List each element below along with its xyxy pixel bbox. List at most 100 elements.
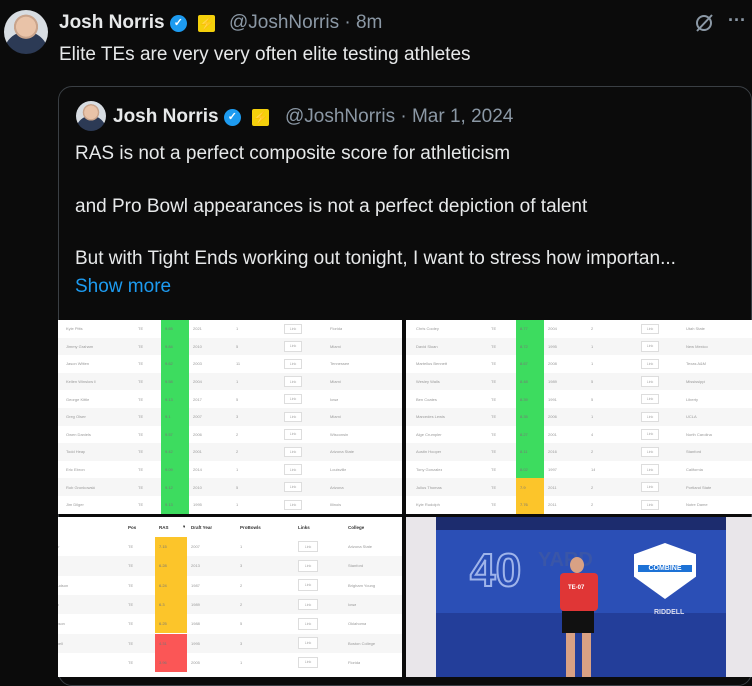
link-button[interactable]: Link (298, 656, 318, 669)
link-button[interactable]: Link (641, 446, 659, 458)
ras-score-bar (155, 556, 187, 576)
draft-year: 2017 (193, 396, 202, 402)
link-button[interactable]: Link (284, 446, 302, 458)
column-header[interactable]: College (348, 524, 365, 530)
link-button[interactable]: Link (284, 393, 302, 405)
link-button[interactable]: Link (284, 376, 302, 387)
link-button[interactable]: Link (641, 323, 659, 335)
table-row: Owen Daniels TE 9.57 2006 2 Link Wisconsin (58, 425, 402, 444)
ras-score-bar (161, 372, 189, 391)
link-button[interactable]: Link (641, 429, 659, 440)
author-name[interactable]: Josh Norris ✓ ⚡ (59, 12, 216, 34)
more-icon[interactable]: ··· (728, 10, 746, 30)
table-row: Pete Mitchell TE 4.31 1995 3 Link Boston Colle… (58, 633, 402, 653)
link-button[interactable]: Link (641, 393, 659, 405)
link-button[interactable]: Link (298, 598, 318, 611)
ras-value: 7.76 (520, 502, 528, 508)
college: Liberty (686, 396, 699, 402)
draft-year: 1991 (548, 396, 557, 402)
combine-photo[interactable]: 40 YARD COMBINE RIDDELL TE-07 (406, 517, 752, 677)
position: TE (138, 326, 144, 332)
player-name: Kyle Pitts (66, 326, 83, 332)
timestamp[interactable]: 8m (355, 12, 383, 33)
quote-line-1: RAS is not a perfect composite score for… (75, 143, 511, 164)
ras-table-image-1[interactable]: Kyle Pitts TE 9.65 2021 1 Link Florida Jimmy Gr… (58, 320, 402, 514)
position: TE (138, 467, 144, 473)
ras-score-bar (155, 594, 187, 615)
grok-slash-icon[interactable] (693, 12, 715, 34)
link-button[interactable]: Link (284, 411, 302, 423)
table-row: Jason Witten TE 9.62 2003 11 Link Tennessee (58, 355, 402, 373)
ras-table-image-2[interactable]: Chris Cooley TE 8.77 2004 2 Link Utah State Dav… (406, 320, 752, 514)
link-button[interactable]: Link (298, 540, 318, 553)
table-header-row: NamePosRASDraft YearProBowlsLinksCollege… (58, 517, 402, 537)
position: TE (138, 431, 144, 437)
ras-score-bar (516, 390, 544, 408)
ras-value: 8.35 (520, 414, 528, 420)
quoted-tweet[interactable]: Josh Norris ✓ ⚡ @JoshNorris · Mar 1, 202… (58, 86, 752, 686)
link-button[interactable]: Link (284, 358, 302, 370)
column-header[interactable]: RAS (159, 524, 169, 530)
link-button[interactable]: Link (284, 499, 302, 511)
column-header[interactable]: Links (298, 524, 310, 530)
link-button[interactable]: Link (284, 341, 302, 352)
draft-year: 2003 (193, 361, 202, 367)
link-button[interactable]: Link (284, 323, 302, 335)
table-row: Alge Crumpler TE 8.27 2001 4 Link North Caroli… (406, 425, 752, 444)
handle-link[interactable]: @JoshNorris (229, 12, 340, 33)
link-button[interactable]: Link (284, 429, 302, 440)
link-button[interactable]: Link (641, 358, 659, 370)
author-avatar[interactable] (4, 10, 48, 54)
sort-indicator-icon[interactable]: ▾ (183, 524, 186, 529)
link-button[interactable]: Link (284, 464, 302, 475)
link-button[interactable]: Link (641, 499, 659, 511)
college: Louisville (330, 467, 347, 473)
draft-year: 2007 (193, 414, 202, 420)
position: TE (491, 343, 497, 349)
link-button[interactable]: Link (298, 579, 318, 592)
link-button[interactable]: Link (298, 637, 318, 649)
college: Miami (330, 343, 341, 349)
table-row: Martellus Bennett TE 8.67 2008 1 Link Texas A&… (406, 355, 752, 373)
player-name: Jason Witten (66, 361, 90, 367)
player-name: David Sloan (416, 343, 438, 349)
table-row: Julius Thomas TE 7.9 2011 2 Link Portland Stat… (406, 478, 752, 496)
link-button[interactable]: Link (641, 464, 659, 475)
player-name: Chris Cooley (416, 326, 439, 332)
position: TE (491, 414, 497, 420)
table-row: Greg Olsen TE 9.1 2007 3 Link Miami (58, 408, 402, 426)
player-name: Marcedes Lewis (416, 414, 445, 420)
position: TE (491, 484, 497, 490)
quote-handle: @JoshNorris (285, 106, 396, 127)
draft-year: 2001 (193, 449, 202, 455)
column-header[interactable]: Pos (128, 524, 137, 530)
player-name: Jim Dilger (66, 502, 84, 508)
link-button[interactable]: Link (641, 411, 659, 423)
column-header[interactable]: ProBowls (240, 524, 261, 530)
draft-year: 1989 (548, 379, 557, 385)
player-name: Marv Cook (58, 595, 59, 614)
author-name-text[interactable]: Josh Norris (59, 12, 165, 33)
ras-value: 7.9 (520, 484, 526, 490)
pro-bowls: 2 (591, 449, 594, 455)
author-handle: @JoshNorris · 8m (229, 12, 382, 34)
show-more-link[interactable]: Show more (75, 276, 172, 297)
link-button[interactable]: Link (298, 560, 318, 572)
ras-value: 9.1 (165, 414, 171, 420)
position: TE (128, 563, 134, 569)
link-button[interactable]: Link (641, 376, 659, 387)
link-button[interactable]: Link (284, 481, 302, 493)
link-button[interactable]: Link (641, 481, 659, 493)
college: Arizona State (330, 449, 355, 455)
ras-value: 8.27 (520, 431, 528, 437)
ras-score-bar (516, 337, 544, 356)
ras-score-bar (516, 320, 544, 338)
table-row: Keith Jackson TE 6.25 1988 5 Link Oklahoma (58, 614, 402, 634)
ras-table-image-3[interactable]: NamePosRASDraft YearProBowlsLinksCollege… (58, 517, 402, 677)
table-row: Jim Dilger TE 9.13 1995 1 Link Illinois (58, 496, 402, 514)
column-header[interactable]: Draft Year (191, 524, 213, 530)
link-button[interactable]: Link (641, 341, 659, 352)
draft-year: 2016 (548, 449, 557, 455)
link-button[interactable]: Link (298, 618, 318, 630)
